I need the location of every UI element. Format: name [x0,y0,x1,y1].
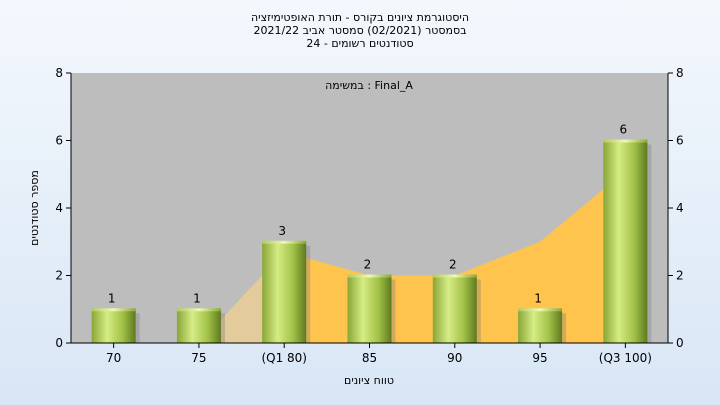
bar-cap [176,308,221,312]
y-axis-title: מספר סטודנטים [28,170,41,246]
y-tick-label-right: 0 [676,336,684,350]
x-tick-label: 95 [532,351,547,365]
x-tick-label: 85 [362,351,377,365]
y-ticks-right: 0 2 4 6 8 [668,66,684,350]
y-tick-label: 4 [55,201,63,215]
bar-cap [347,274,392,278]
x-axis-title: טווח ציונים [344,374,394,387]
x-tick-label: 90 [447,351,462,365]
y-tick-label: 8 [55,66,63,80]
bar-cap [432,274,477,278]
y-ticks-left: 0 2 4 6 8 [55,66,71,350]
data-label: 1 [193,291,201,305]
x-tick-label: 70 [106,351,121,365]
x-ticks: 70 75 (Q1 80) 85 90 95 (Q3 100) [106,343,652,365]
data-label: 6 [620,123,628,137]
y-tick-label-right: 4 [676,201,684,215]
bar-cap [262,240,307,244]
data-label: 2 [449,258,457,272]
y-tick-label: 0 [55,336,63,350]
bar-cap [518,308,563,312]
bar-cap [603,139,648,143]
y-tick-label: 6 [55,134,63,148]
bar-cap [91,308,136,312]
title-line-3: סטודנטים רשומים - 24 [306,37,413,50]
chart-title: היסטוגרמת ציונים בקורס - תורת האופטימיזצ… [251,11,469,50]
y-tick-label-right: 6 [676,134,684,148]
data-label: 1 [108,291,116,305]
task-annotation: במשימה : Final_A [325,79,413,92]
x-tick-label: (Q3 100) [599,351,652,365]
bar [91,309,136,343]
bar [518,309,563,343]
bar [262,241,307,343]
data-label: 1 [534,291,542,305]
x-tick-label: (Q1 80) [261,351,307,365]
data-labels: 1 1 3 2 2 1 6 [108,123,627,306]
x-tick-label: 75 [191,351,206,365]
bars [91,139,652,343]
y-tick-label: 2 [55,269,63,283]
data-label: 3 [278,224,286,238]
y-tick-label-right: 8 [676,66,684,80]
title-line-2: בסמסטר (02/2021) סמסטר אביב 2021/22 [253,24,466,37]
data-label: 2 [364,258,372,272]
bar [347,275,392,343]
bar [603,140,648,343]
title-line-1: היסטוגרמת ציונים בקורס - תורת האופטימיזצ… [251,11,469,24]
bar [432,275,477,343]
y-tick-label-right: 2 [676,269,684,283]
bar [176,309,221,343]
